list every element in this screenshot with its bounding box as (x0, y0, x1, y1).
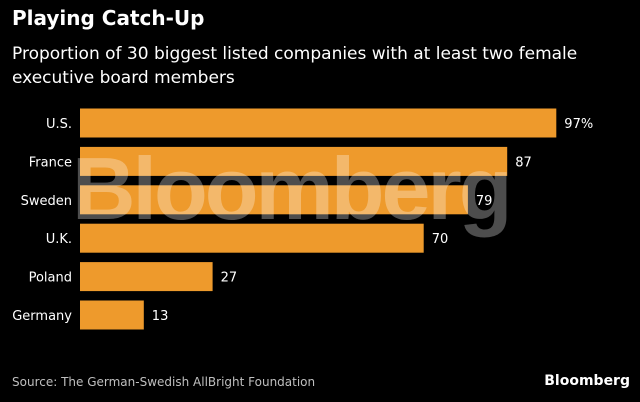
category-label: U.K. (46, 232, 72, 247)
value-label: 13 (152, 309, 169, 324)
value-label: 70 (432, 232, 449, 247)
source-note: Source: The German-Swedish AllBright Fou… (12, 375, 316, 389)
bar-sweden (80, 185, 468, 215)
category-label: U.S. (46, 117, 72, 132)
category-label: France (29, 155, 72, 170)
bar-france (80, 146, 508, 176)
value-label: 87 (515, 155, 532, 170)
bar-u-s (80, 108, 557, 138)
chart-subtitle: Proportion of 30 biggest listed companie… (12, 44, 578, 88)
category-label: Sweden (21, 194, 72, 209)
value-label: 79 (476, 194, 493, 209)
bar-poland (80, 262, 213, 292)
value-label: 97% (564, 117, 593, 132)
bars-group (80, 108, 557, 330)
category-label: Germany (12, 309, 72, 324)
bar-germany (80, 300, 144, 330)
value-label: 27 (221, 271, 238, 286)
category-label: Poland (29, 271, 72, 286)
value-labels-group: 97% 87 79 70 27 13 (152, 117, 593, 324)
bloomberg-logo: Bloomberg (544, 373, 630, 389)
bar-u-k (80, 223, 424, 253)
chart-title: Playing Catch-Up (12, 6, 205, 30)
category-labels-group: U.S. France Sweden U.K. Poland Germany (12, 117, 72, 324)
